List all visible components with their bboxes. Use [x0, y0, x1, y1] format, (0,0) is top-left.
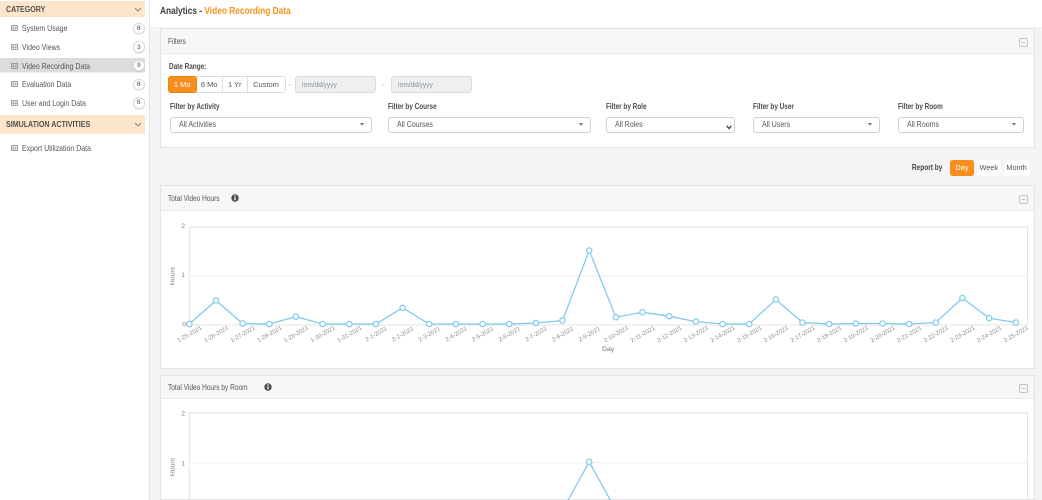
svg-text:2-21-2021: 2-21-2021 — [896, 325, 923, 344]
svg-text:2-18-2021: 2-18-2021 — [816, 325, 843, 344]
svg-text:2-25-2021: 2-25-2021 — [1003, 325, 1030, 344]
svg-text:2-3-2021: 2-3-2021 — [418, 325, 442, 343]
svg-text:2-23-2021: 2-23-2021 — [950, 325, 977, 344]
svg-text:2-1-2021: 2-1-2021 — [365, 325, 389, 343]
svg-text:2-24-2021: 2-24-2021 — [976, 325, 1003, 344]
svg-text:0: 0 — [182, 321, 186, 328]
svg-text:2-12-2021: 2-12-2021 — [656, 325, 683, 344]
svg-text:2-19-2021: 2-19-2021 — [843, 325, 870, 344]
svg-text:2-20-2021: 2-20-2021 — [870, 325, 897, 344]
svg-text:2-11-2021: 2-11-2021 — [630, 325, 657, 344]
svg-text:2-14-2021: 2-14-2021 — [710, 325, 737, 344]
svg-text:1-26-2021: 1-26-2021 — [203, 325, 230, 344]
svg-text:1-28-2021: 1-28-2021 — [257, 325, 284, 344]
svg-text:2-8-2021: 2-8-2021 — [551, 325, 575, 343]
svg-text:2: 2 — [181, 410, 185, 417]
svg-text:Day: Day — [602, 346, 615, 353]
svg-text:Hours: Hours — [170, 457, 177, 476]
svg-text:2-15-2021: 2-15-2021 — [736, 325, 763, 344]
svg-text:2-10-2021: 2-10-2021 — [603, 325, 630, 344]
svg-text:1-30-2021: 1-30-2021 — [310, 325, 337, 344]
svg-text:1-29-2021: 1-29-2021 — [283, 325, 310, 344]
svg-text:2-2-2021: 2-2-2021 — [391, 325, 415, 343]
svg-text:2-22-2021: 2-22-2021 — [923, 325, 950, 344]
svg-text:1-27-2021: 1-27-2021 — [230, 325, 257, 344]
svg-text:Hours: Hours — [170, 266, 177, 285]
svg-text:1-25-2021: 1-25-2021 — [177, 325, 204, 344]
svg-text:2-16-2021: 2-16-2021 — [763, 325, 790, 344]
svg-text:1-31-2021: 1-31-2021 — [337, 325, 364, 344]
svg-text:2: 2 — [181, 223, 185, 230]
svg-text:2-6-2021: 2-6-2021 — [498, 325, 522, 343]
svg-text:1: 1 — [181, 272, 185, 279]
svg-text:2-17-2021: 2-17-2021 — [790, 325, 817, 344]
svg-text:2-7-2021: 2-7-2021 — [525, 325, 549, 343]
svg-text:2-13-2021: 2-13-2021 — [683, 325, 710, 344]
svg-text:1: 1 — [181, 460, 185, 467]
svg-text:2-4-2021: 2-4-2021 — [445, 325, 469, 343]
svg-text:2-5-2021: 2-5-2021 — [471, 325, 495, 343]
svg-text:2-9-2021: 2-9-2021 — [578, 325, 602, 343]
